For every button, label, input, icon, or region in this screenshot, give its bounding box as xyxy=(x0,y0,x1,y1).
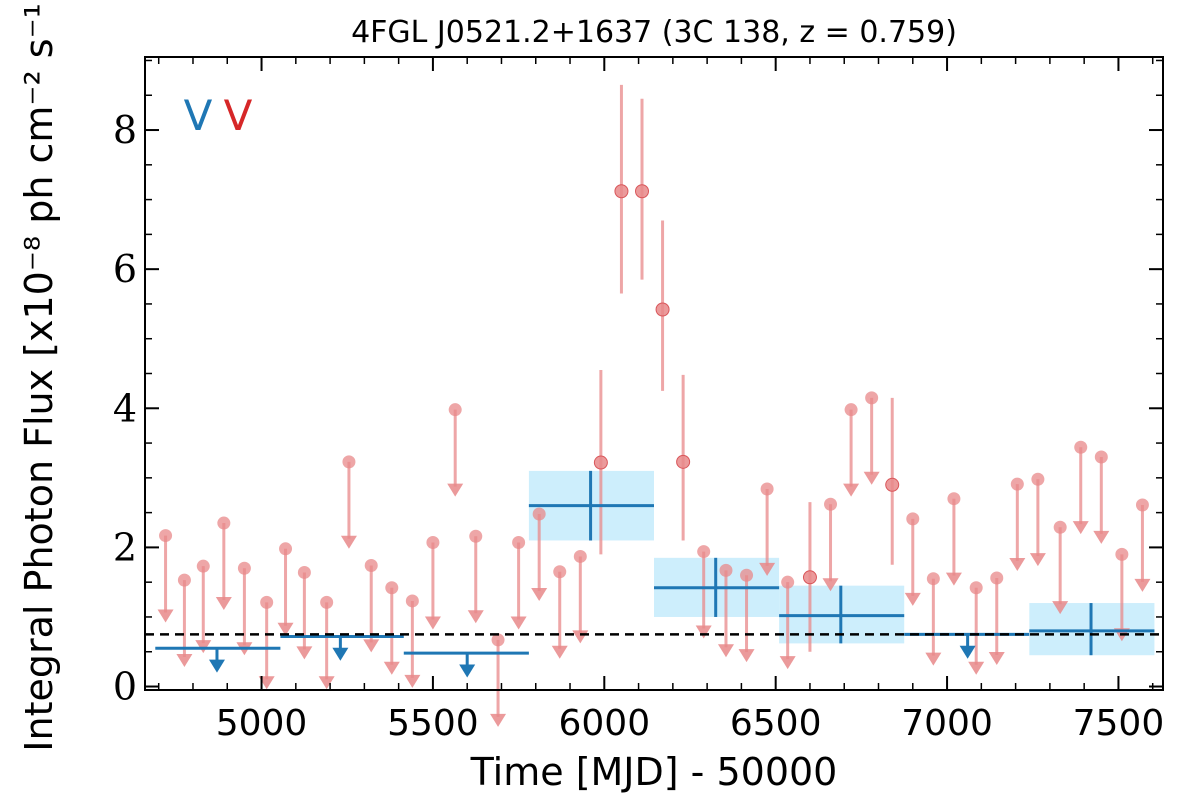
plot-area: 5000 5500 6000 6500 7000 7500 0 2 4 6 8 V V xyxy=(113,56,1164,744)
long-bin-upper-limit-arrow xyxy=(332,647,349,661)
short-bin-upper-limit-arrow xyxy=(1134,578,1151,592)
short-bin-series xyxy=(157,84,1151,727)
short-bin-point xyxy=(655,302,670,317)
short-bin-upper-limit-arrow xyxy=(551,645,568,659)
short-bin-upper-limit-arrow xyxy=(988,651,1005,665)
short-bin-upper-limit-arrow xyxy=(383,661,400,675)
short-bin-upper-limit-arrow xyxy=(1093,530,1110,544)
long-bin-upper-limit-arrow xyxy=(459,664,476,678)
short-bin-upper-limit-arrow xyxy=(572,630,589,644)
y-tick-label: 4 xyxy=(113,386,137,430)
short-bin-upper-limit-arrow xyxy=(843,483,860,497)
x-tick-label: 6000 xyxy=(558,703,650,744)
short-bin-upper-limit-arrow xyxy=(277,622,294,636)
short-bin-upper-limit-arrow xyxy=(779,656,796,670)
short-bin-upper-limit-arrow xyxy=(467,610,484,624)
short-bin-upper-limit-arrow xyxy=(863,471,880,485)
short-bin-upper-limit-arrow xyxy=(195,640,212,654)
short-bin-upper-limit-arrow xyxy=(404,674,421,688)
short-bin-upper-limit-arrow xyxy=(738,649,755,663)
short-bin-upper-limit-arrow xyxy=(157,609,174,623)
legend-marker: V xyxy=(184,91,213,140)
short-bin-upper-limit-arrow xyxy=(531,587,548,601)
short-bin-upper-limit-arrow xyxy=(215,597,232,611)
y-tick-label: 8 xyxy=(113,108,137,152)
short-bin-upper-limit-arrow xyxy=(510,616,527,630)
x-tick-label: 7500 xyxy=(1073,703,1165,744)
short-bin-upper-limit-arrow xyxy=(822,578,839,592)
x-tick-label: 5000 xyxy=(216,703,308,744)
short-bin-upper-limit-arrow xyxy=(968,661,985,675)
short-bin-upper-limit-arrow xyxy=(424,616,441,630)
x-tick-label: 5500 xyxy=(387,703,479,744)
short-bin-upper-limit-arrow xyxy=(1029,553,1046,567)
short-bin-point xyxy=(614,184,629,199)
short-bin-point xyxy=(885,477,900,492)
axes: 5000 5500 6000 6500 7000 7500 0 2 4 6 8 V V xyxy=(113,57,1164,744)
short-bin-upper-limit-arrow xyxy=(296,646,313,660)
short-bin-upper-limit-arrow xyxy=(447,483,464,497)
short-bin-upper-limit-arrow xyxy=(695,625,712,639)
short-bin-point xyxy=(802,570,817,585)
short-bin-upper-limit-arrow xyxy=(1072,521,1089,535)
short-bin-point xyxy=(676,454,691,469)
y-tick-label: 2 xyxy=(113,525,137,569)
short-bin-upper-limit-arrow xyxy=(258,676,275,690)
x-tick-label: 6500 xyxy=(730,703,822,744)
legend-marker: V xyxy=(224,91,253,140)
x-tick-label: 7000 xyxy=(901,703,993,744)
short-bin-upper-limit-arrow xyxy=(176,654,193,668)
short-bin-upper-limit-arrow xyxy=(340,535,357,549)
short-bin-upper-limit-arrow xyxy=(904,592,921,606)
short-bin-point xyxy=(635,184,650,199)
short-bin-upper-limit-arrow xyxy=(318,676,335,690)
short-bin-upper-limit-arrow xyxy=(490,713,507,727)
chart-title: 4FGL J0521.2+1637 (3C 138, z = 0.759) xyxy=(351,15,957,50)
short-bin-upper-limit-arrow xyxy=(717,644,734,658)
short-bin-upper-limit-arrow xyxy=(945,572,962,586)
long-bin-upper-limit-arrow xyxy=(208,659,225,673)
y-axis-label: Integral Photon Flux [x10⁻⁸ ph cm⁻² s⁻¹] xyxy=(17,0,61,752)
y-tick-label: 0 xyxy=(113,665,137,709)
short-bin-upper-limit-arrow xyxy=(759,562,776,576)
y-tick-label: 6 xyxy=(113,247,137,291)
short-bin-upper-limit-arrow xyxy=(1052,601,1069,615)
short-bin-upper-limit-arrow xyxy=(1009,558,1026,572)
short-bin-upper-limit-arrow xyxy=(363,639,380,653)
long-bin-upper-limit-arrow xyxy=(959,645,976,659)
short-bin-upper-limit-arrow xyxy=(925,652,942,666)
short-bin-point xyxy=(593,455,608,470)
x-axis-label: Time [MJD] - 50000 xyxy=(470,750,838,794)
